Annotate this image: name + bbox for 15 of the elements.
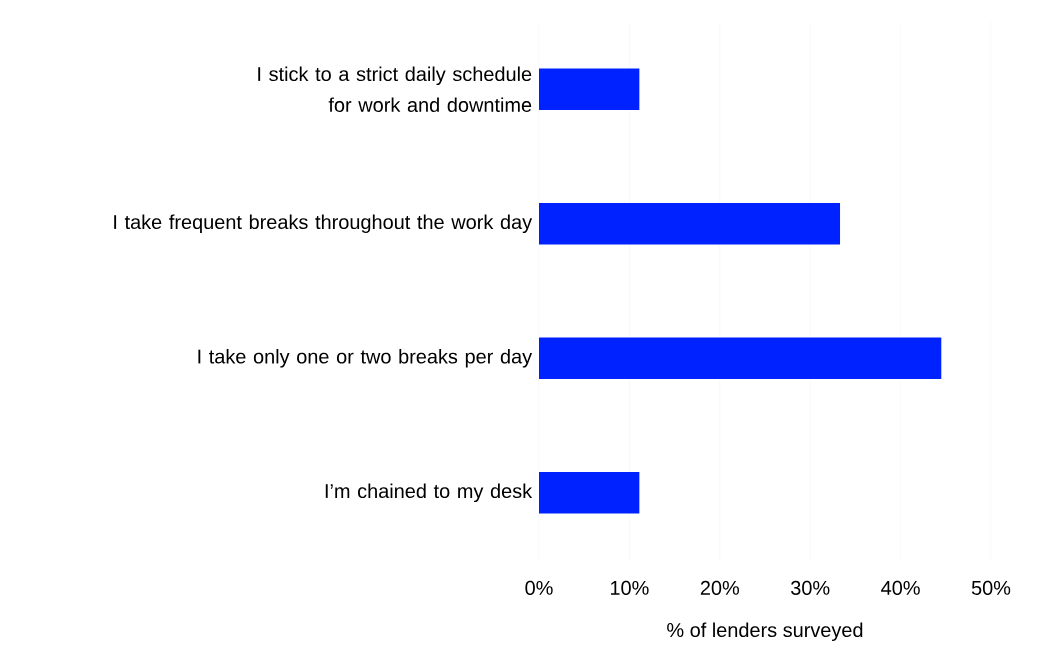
x-tick-label: 20% <box>700 580 740 595</box>
x-tick-label: 50% <box>971 580 1011 595</box>
bar <box>539 68 640 111</box>
y-tick-label: I take frequent breaks throughout the work day <box>114 214 533 234</box>
x-tick-label: 40% <box>881 580 920 595</box>
bar <box>539 202 841 245</box>
y-tick-label: I’m chained to my desk <box>325 483 533 503</box>
bar <box>539 337 942 380</box>
bar <box>539 471 640 514</box>
y-tick-label: I stick to a strict daily schedule for work and downtime <box>258 66 532 112</box>
x-tick-label: 10% <box>610 580 649 595</box>
x-tick-label: 30% <box>791 580 830 595</box>
y-tick-label: I take only one or two breaks per day <box>198 348 533 368</box>
x-axis-title: % of lenders surveyed <box>667 622 863 642</box>
x-tick-label: 0% <box>525 580 553 595</box>
